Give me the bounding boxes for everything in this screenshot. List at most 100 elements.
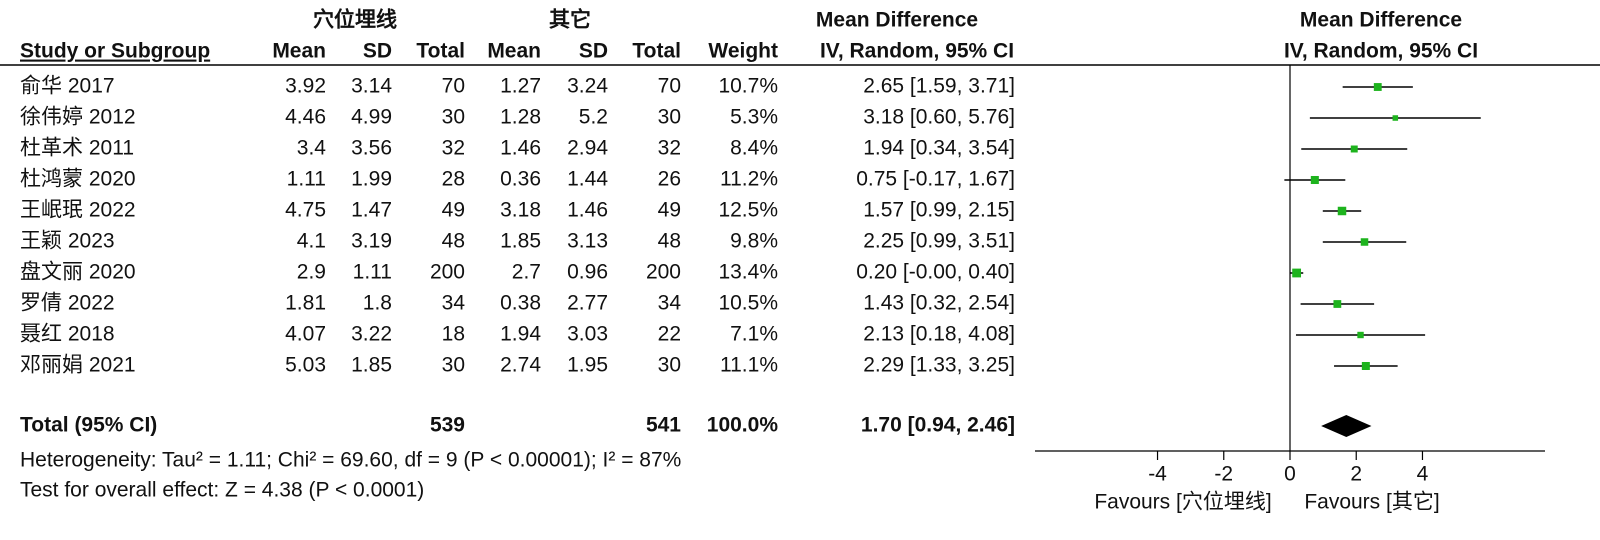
cell: 3.18 [0.60, 5.76] xyxy=(863,106,1015,129)
cell: 1.99 xyxy=(351,168,392,191)
group-label: 穴位埋线 xyxy=(313,8,397,32)
study-name: 王岷珉 2022 xyxy=(20,199,136,222)
cell: 70 xyxy=(442,75,465,98)
cell: 1.44 xyxy=(567,168,608,191)
cell: 28 xyxy=(442,168,465,191)
cell: 1.46 xyxy=(567,199,608,222)
x-tick-label: 4 xyxy=(1417,463,1429,486)
cell: 11.2% xyxy=(720,168,778,191)
total-cell: 100.0% xyxy=(707,414,779,437)
cell: 30 xyxy=(442,354,465,377)
cell: 13.4% xyxy=(718,261,778,284)
cell: 4.75 xyxy=(285,199,326,222)
cell: 2.13 [0.18, 4.08] xyxy=(863,323,1015,346)
x-tick-label: 2 xyxy=(1350,463,1362,486)
column-header: IV, Random, 95% CI xyxy=(820,40,1014,63)
effect-square xyxy=(1392,115,1399,121)
cell: 1.46 xyxy=(500,137,541,160)
effect-square xyxy=(1350,145,1358,153)
cell: 2.74 xyxy=(500,354,541,377)
cell: 4.46 xyxy=(285,106,326,129)
cell: 1.43 [0.32, 2.54] xyxy=(863,292,1015,315)
cell: 1.47 xyxy=(351,199,392,222)
cell: 32 xyxy=(658,137,681,160)
cell: 22 xyxy=(658,323,681,346)
cell: 1.27 xyxy=(500,75,541,98)
cell: 1.57 [0.99, 2.15] xyxy=(863,199,1015,222)
cell: 2.7 xyxy=(512,261,541,284)
cell: 9.8% xyxy=(730,230,778,253)
overall-effect: Test for overall effect: Z = 4.38 (P < 0… xyxy=(20,479,424,502)
cell: 1.94 xyxy=(500,323,541,346)
cell: 1.11 xyxy=(287,168,326,191)
total-cell: Total (95% CI) xyxy=(20,414,157,437)
cell: 49 xyxy=(442,199,465,222)
cell: 3.14 xyxy=(351,75,392,98)
total-diamond xyxy=(1321,415,1372,437)
plot-header: Mean Difference xyxy=(1300,9,1462,32)
cell: 1.94 [0.34, 3.54] xyxy=(863,137,1015,160)
column-header: Mean xyxy=(487,40,541,63)
cell: 3.19 xyxy=(351,230,392,253)
column-header: SD xyxy=(363,40,392,63)
study-name: 王颖 2023 xyxy=(20,230,115,253)
study-name: 俞华 2017 xyxy=(20,75,115,98)
cell: 2.9 xyxy=(297,261,326,284)
favours-left: Favours [穴位埋线] xyxy=(1094,491,1271,514)
study-name: 杜革术 2011 xyxy=(20,137,134,160)
cell: 8.4% xyxy=(730,137,778,160)
cell: 30 xyxy=(442,106,465,129)
cell: 3.18 xyxy=(500,199,541,222)
cell: 10.7% xyxy=(718,75,778,98)
effect-square xyxy=(1360,238,1369,246)
cell: 10.5% xyxy=(718,292,778,315)
cell: 1.8 xyxy=(363,292,392,315)
plot-subheader: IV, Random, 95% CI xyxy=(1284,40,1478,63)
cell: 2.77 xyxy=(567,292,608,315)
cell: 12.5% xyxy=(718,199,778,222)
cell: 0.38 xyxy=(500,292,541,315)
cell: 3.03 xyxy=(567,323,608,346)
x-tick-label: -2 xyxy=(1214,463,1233,486)
column-header: Total xyxy=(416,40,465,63)
total-cell: 539 xyxy=(430,414,465,437)
favours-right: Favours [其它] xyxy=(1304,491,1439,514)
effect-header: Mean Difference xyxy=(816,9,978,32)
cell: 3.4 xyxy=(297,137,327,160)
cell: 2.65 [1.59, 3.71] xyxy=(863,75,1015,98)
cell: 32 xyxy=(442,137,465,160)
x-tick-label: -4 xyxy=(1148,463,1167,486)
cell: 0.75 [-0.17, 1.67] xyxy=(856,168,1015,191)
cell: 49 xyxy=(658,199,681,222)
cell: 1.85 xyxy=(500,230,541,253)
cell: 4.1 xyxy=(297,230,326,253)
cell: 30 xyxy=(658,106,681,129)
cell: 0.36 xyxy=(500,168,541,191)
cell: 0.96 xyxy=(567,261,608,284)
column-header: Weight xyxy=(708,40,778,63)
cell: 2.29 [1.33, 3.25] xyxy=(863,354,1015,377)
cell: 0.20 [-0.00, 0.40] xyxy=(856,261,1015,284)
cell: 2.94 xyxy=(567,137,608,160)
study-name: 聂红 2018 xyxy=(20,323,115,346)
effect-square xyxy=(1337,206,1347,216)
cell: 11.1% xyxy=(720,354,778,377)
cell: 3.24 xyxy=(567,75,608,98)
cell: 3.13 xyxy=(567,230,608,253)
cell: 70 xyxy=(658,75,681,98)
cell: 1.11 xyxy=(353,261,392,284)
cell: 3.56 xyxy=(351,137,392,160)
cell: 26 xyxy=(658,168,681,191)
cell: 3.22 xyxy=(351,323,392,346)
study-name: 杜鸿蒙 2020 xyxy=(20,168,136,191)
group-label: 其它 xyxy=(549,8,591,32)
total-cell: 541 xyxy=(646,414,681,437)
study-name: 徐伟婷 2012 xyxy=(20,106,136,129)
effect-square xyxy=(1357,331,1364,339)
cell: 1.81 xyxy=(285,292,326,315)
column-header: Mean xyxy=(272,40,326,63)
cell: 18 xyxy=(442,323,465,346)
cell: 34 xyxy=(442,292,466,315)
cell: 7.1% xyxy=(730,323,778,346)
cell: 48 xyxy=(658,230,681,253)
